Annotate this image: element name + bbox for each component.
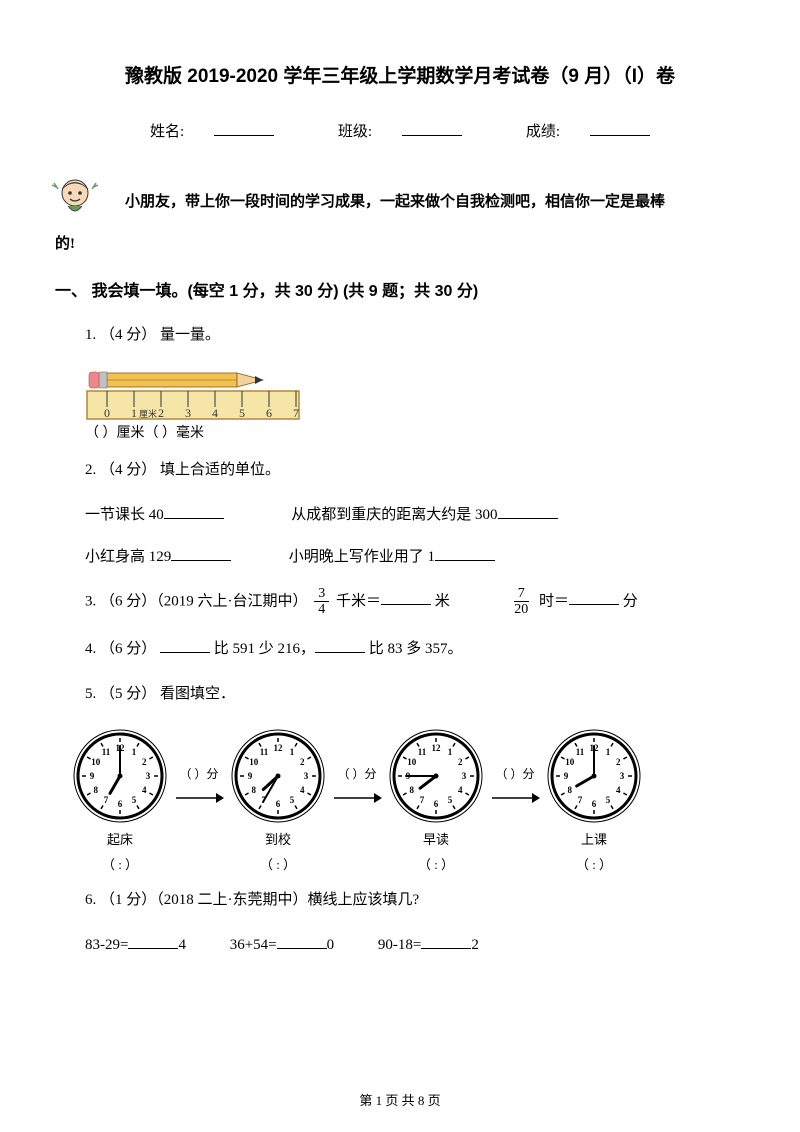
svg-text:8: 8	[568, 785, 573, 795]
svg-text:厘米: 厘米	[139, 408, 157, 419]
svg-text:6: 6	[592, 799, 597, 809]
svg-text:6: 6	[276, 799, 281, 809]
svg-text:4: 4	[616, 785, 621, 795]
svg-text:8: 8	[410, 785, 415, 795]
q2-row2: 小红身高 129 小明晚上写作业用了 1	[55, 544, 745, 571]
svg-text:10: 10	[91, 757, 101, 767]
svg-text:4: 4	[300, 785, 305, 795]
clock-time-blank: （ : ）	[418, 853, 454, 876]
svg-text:7: 7	[293, 406, 299, 420]
clock-label: 到校	[265, 828, 291, 851]
fraction-2: 7 20	[510, 586, 532, 618]
page-footer: 第 1 页 共 8 页	[0, 1089, 800, 1112]
section-1-header: 一、 我会填一填。(每空 1 分，共 30 分) (共 9 题；共 30 分)	[55, 278, 745, 307]
svg-text:8: 8	[94, 785, 99, 795]
svg-text:1: 1	[448, 747, 453, 757]
svg-text:5: 5	[239, 406, 245, 420]
clock-arrow: （ ）分	[174, 764, 224, 838]
svg-text:5: 5	[290, 795, 295, 805]
svg-text:1: 1	[606, 747, 611, 757]
svg-text:7: 7	[578, 795, 583, 805]
svg-text:1: 1	[290, 747, 295, 757]
svg-text:2: 2	[158, 406, 164, 420]
question-4: 4. （6 分） 比 591 少 216， 比 83 多 357。	[55, 636, 745, 663]
svg-text:（ ）厘米（ ）毫米: （ ）厘米（ ）毫米	[85, 424, 204, 441]
fraction-1: 3 4	[314, 586, 329, 618]
svg-text:1: 1	[132, 747, 137, 757]
svg-text:4: 4	[212, 406, 218, 420]
avatar-icon	[50, 171, 100, 221]
clock-time-blank: （ : ）	[260, 853, 296, 876]
svg-text:6: 6	[266, 406, 272, 420]
clock-unit: 121234567891011 起床（ : ）	[70, 726, 170, 877]
svg-text:9: 9	[564, 771, 569, 781]
svg-text:6: 6	[434, 799, 439, 809]
svg-text:11: 11	[260, 747, 269, 757]
clock-arrow: （ ）分	[490, 764, 540, 838]
question-6: 6. （1 分）（2018 二上·东莞期中）横线上应该填几?	[55, 887, 745, 914]
svg-text:5: 5	[606, 795, 611, 805]
svg-text:3: 3	[462, 771, 467, 781]
class-label: 班级:	[323, 124, 477, 140]
svg-text:2: 2	[458, 757, 463, 767]
svg-text:2: 2	[300, 757, 305, 767]
question-5: 5. （5 分） 看图填空．	[55, 681, 745, 708]
svg-text:3: 3	[620, 771, 625, 781]
svg-text:12: 12	[432, 743, 442, 753]
svg-text:11: 11	[102, 747, 111, 757]
svg-text:9: 9	[248, 771, 253, 781]
clock-arrow: （ ）分	[332, 764, 382, 838]
svg-text:12: 12	[274, 743, 284, 753]
svg-text:6: 6	[118, 799, 123, 809]
svg-text:9: 9	[90, 771, 95, 781]
svg-text:10: 10	[249, 757, 259, 767]
svg-text:4: 4	[142, 785, 147, 795]
svg-text:1: 1	[131, 406, 137, 420]
svg-text:2: 2	[616, 757, 621, 767]
svg-text:11: 11	[418, 747, 427, 757]
svg-text:3: 3	[185, 406, 191, 420]
q6-equations: 83-29=4 36+54=0 90-18=2	[55, 932, 745, 959]
svg-text:5: 5	[448, 795, 453, 805]
name-label: 姓名:	[135, 124, 289, 140]
question-3: 3. （6 分）（2019 六上·台江期中） 3 4 千米＝ 米 7 20 时＝…	[55, 586, 745, 618]
question-2: 2. （4 分） 填上合适的单位。	[55, 457, 745, 484]
clock-label: 起床	[107, 828, 133, 851]
svg-text:3: 3	[146, 771, 151, 781]
svg-text:11: 11	[576, 747, 585, 757]
clock-time-blank: （ : ）	[576, 853, 612, 876]
clock-label: 早读	[423, 828, 449, 851]
svg-text:5: 5	[132, 795, 137, 805]
svg-text:7: 7	[420, 795, 425, 805]
svg-text:10: 10	[407, 757, 417, 767]
info-row: 姓名: 班级: 成绩:	[55, 119, 745, 146]
question-1: 1. （4 分） 量一量。	[55, 322, 745, 349]
svg-text:10: 10	[565, 757, 575, 767]
page-title: 豫教版 2019-2020 学年三年级上学期数学月考试卷（9 月）（I）卷	[55, 60, 745, 94]
q2-row1: 一节课长 40 从成都到重庆的距离大约是 300	[55, 502, 745, 529]
intro-row: 小朋友，带上你一段时间的学习成果，一起来做个自我检测吧，相信你一定是最棒	[55, 171, 745, 221]
svg-text:4: 4	[458, 785, 463, 795]
clock-unit: 121234567891011 上课（ : ）	[544, 726, 644, 877]
score-label: 成绩:	[511, 124, 665, 140]
svg-text:2: 2	[142, 757, 147, 767]
clock-label: 上课	[581, 828, 607, 851]
clock-unit: 121234567891011 早读（ : ）	[386, 726, 486, 877]
clocks-row: 121234567891011 起床（ : ）（ ）分 121234567891…	[70, 726, 745, 877]
svg-text:7: 7	[104, 795, 109, 805]
clock-unit: 121234567891011 到校（ : ）	[228, 726, 328, 877]
ruler-figure: 0 1 厘米 2 3 4 5 6 7 （ ）厘米（ ）毫米	[85, 367, 745, 452]
svg-text:8: 8	[252, 785, 257, 795]
intro-text-1: 小朋友，带上你一段时间的学习成果，一起来做个自我检测吧，相信你一定是最棒	[125, 189, 745, 221]
intro-text-2: 的!	[55, 231, 745, 258]
svg-text:0: 0	[104, 406, 110, 420]
clock-time-blank: （ : ）	[102, 853, 138, 876]
svg-text:3: 3	[304, 771, 309, 781]
